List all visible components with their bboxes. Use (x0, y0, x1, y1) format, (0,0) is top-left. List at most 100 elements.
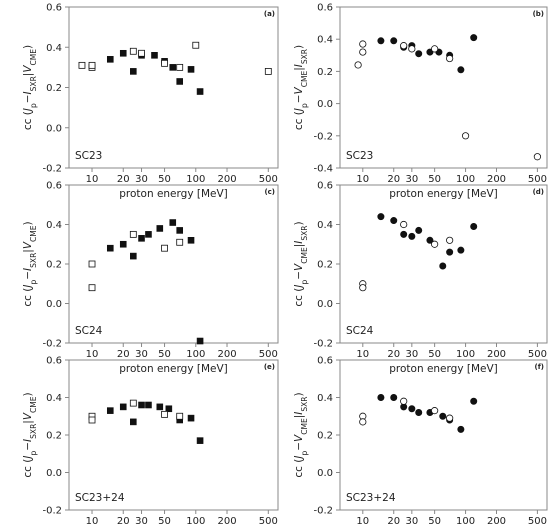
open-circle-point (446, 236, 454, 244)
x-tick-label: 50 (158, 349, 171, 360)
filled-circle-point (446, 248, 454, 256)
y-axis-label-part: p (300, 451, 309, 456)
filled-square-point (187, 66, 195, 73)
filled-square-point (130, 418, 137, 426)
open-circle-point (359, 40, 367, 48)
filled-circle-point (439, 262, 447, 270)
y-axis-label-part: | (22, 249, 34, 253)
x-tick-label: 50 (428, 516, 441, 527)
y-axis-label-part: SXR (300, 49, 309, 64)
y-tick-label: 0.2 (46, 83, 62, 94)
open-square-point (88, 61, 96, 69)
x-tick-label: 30 (405, 174, 418, 185)
plot-frame (339, 359, 548, 511)
panel-a: 0.6 0.4 0.2 0.0 -0.2 10 20 30 50 100 200 500 proton … (22, 3, 279, 200)
filled-square-point (156, 225, 164, 232)
y-axis-label-part: J (22, 285, 34, 290)
y-axis-label-part: ) (22, 221, 34, 225)
y-axis-label-part: − (293, 94, 305, 103)
filled-circle-point (390, 37, 398, 45)
x-tick-label: 200 (217, 349, 236, 360)
filled-square-point (165, 405, 173, 413)
y-tick-label: 0.0 (46, 123, 62, 134)
open-square-point (78, 61, 86, 69)
cycle-label: SC24 (75, 325, 103, 337)
filled-circle-point (390, 393, 398, 401)
x-tick-label: 500 (528, 174, 547, 185)
panel-label: (f) (535, 363, 544, 371)
y-axis-label-part: p (29, 103, 38, 108)
y-axis-label-part: V (22, 65, 34, 73)
y-tick-label: -0.2 (313, 131, 333, 142)
x-tick-label: 200 (487, 516, 506, 527)
x-tick-label: 20 (117, 349, 130, 360)
open-circle-point (446, 414, 454, 422)
filled-circle-point (377, 213, 385, 221)
x-tick-label: 10 (356, 174, 369, 185)
y-axis-label-part: p (29, 280, 38, 285)
open-square-point (192, 41, 200, 49)
open-square-point (176, 238, 184, 246)
x-tick-label: 30 (405, 516, 418, 527)
open-circle-point (400, 42, 408, 50)
y-axis-label-part: J (22, 108, 34, 113)
y-tick-label: 0.6 (46, 3, 62, 14)
filled-square-point (196, 437, 204, 444)
open-square-point (88, 260, 96, 268)
x-tick-label: 20 (387, 349, 400, 360)
panel-label: (b) (533, 10, 544, 18)
y-axis-label-part: cc ( (22, 459, 34, 478)
cycle-label: SC23 (346, 150, 373, 162)
open-circle-point (359, 284, 367, 292)
open-square-point (138, 49, 145, 57)
y-axis-label-part: I (22, 268, 34, 271)
open-square-point (88, 284, 96, 292)
x-tick-label: 20 (387, 516, 400, 527)
y-axis-label-part: V (293, 263, 305, 271)
filled-circle-point (439, 412, 447, 420)
y-tick-label: 0.6 (317, 3, 333, 14)
y-tick-label: 0.2 (317, 67, 333, 78)
filled-circle-point (390, 217, 398, 225)
filled-circle-point (377, 37, 385, 45)
filled-square-point (187, 237, 195, 244)
filled-circle-point (457, 246, 465, 254)
open-square-point (129, 47, 137, 55)
x-tick-label: 30 (135, 349, 148, 360)
panel-label: (c) (264, 188, 275, 196)
filled-circle-point (457, 425, 465, 433)
x-tick-label: 20 (117, 516, 130, 527)
filled-square-point (130, 252, 137, 260)
cycle-label: SC23+24 (346, 492, 396, 504)
open-circle-point (461, 132, 470, 140)
open-circle-point (446, 54, 454, 63)
panel-c: 0.6 0.4 0.2 0.0 -0.2 10 20 30 50 100 200 500 proton … (22, 181, 279, 375)
y-tick-label: -0.2 (313, 339, 333, 350)
filled-square-point (169, 219, 177, 226)
y-axis-label-part: SXR (29, 76, 38, 91)
filled-circle-point (400, 230, 408, 238)
y-axis-label-part: ) (22, 392, 34, 396)
y-axis-label-part: | (22, 73, 34, 77)
panel-label: (d) (533, 188, 544, 196)
x-tick-label: 20 (117, 174, 130, 185)
y-axis-label-part: cc ( (293, 111, 305, 130)
open-circle-point (359, 48, 367, 56)
y-axis-label-part: | (293, 67, 305, 71)
x-tick-label: 500 (528, 349, 547, 360)
y-axis-label-part: V (22, 412, 34, 420)
open-circle-point (359, 418, 367, 426)
open-square-point (176, 412, 184, 420)
filled-square-point (130, 68, 137, 75)
x-tick-label: 200 (217, 174, 236, 185)
panel-b: 0.6 0.4 0.2 0.0 -0.2 -0.4 10 20 30 50 100 200 500 pro… (293, 3, 548, 200)
filled-square-point (169, 64, 177, 71)
plot-frame (68, 6, 279, 169)
x-tick-label: 10 (356, 516, 369, 527)
y-axis-label-part: − (293, 271, 305, 280)
y-axis-label-part: p (29, 451, 38, 456)
filled-circle-point (470, 222, 478, 230)
y-axis-label-part: I (22, 91, 34, 94)
x-tick-label: 50 (428, 349, 441, 360)
